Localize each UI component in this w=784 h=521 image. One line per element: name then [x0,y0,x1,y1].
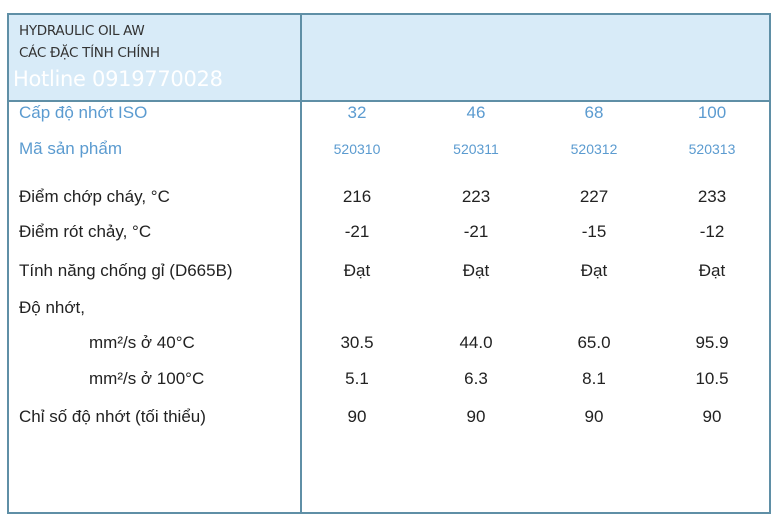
table-row: mm²/s ở 100°C 5.1 6.3 8.1 10.5 [9,369,769,393]
cell-value: 95.9 [695,333,729,352]
row-label: Chỉ số độ nhớt (tối thiểu) [19,407,206,426]
table-row: Điểm rót chảy, °C -21 -21 -15 -12 [9,222,769,246]
cell-value: -12 [699,222,725,241]
cell-value: Đạt [698,261,726,280]
cell-value: 32 [347,103,367,122]
row-label: Cấp độ nhớt ISO [19,103,148,122]
cell-value: 5.1 [345,369,369,388]
table-row: Độ nhớt, [9,298,769,322]
table-header: HYDRAULIC OIL AW CÁC ĐẶC TÍNH CHÍNH [9,15,769,102]
cell-value: 6.3 [464,369,488,388]
cell-value: Đạt [462,261,490,280]
cell-value: 90 [347,407,367,426]
table-row: Cấp độ nhớt ISO 32 46 68 100 [9,103,769,127]
table-row: Tính năng chống gỉ (D665B) Đạt Đạt Đạt Đạt [9,261,769,285]
cell-value: -21 [463,222,489,241]
cell-value: 90 [584,407,604,426]
row-label: Điểm chớp cháy, °C [19,187,170,206]
cell-value: 46 [466,103,486,122]
cell-value: 216 [342,187,372,206]
cell-value: 68 [584,103,604,122]
cell-value: 233 [697,187,727,206]
row-label: Mã sản phẩm [19,139,122,158]
cell-value: Đạt [343,261,371,280]
cell-value: 520313 [688,141,736,157]
table-row: mm²/s ở 40°C 30.5 44.0 65.0 95.9 [9,333,769,357]
column-divider [300,15,302,512]
cell-value: 8.1 [582,369,606,388]
row-label: mm²/s ở 40°C [89,333,195,352]
cell-value: 223 [461,187,491,206]
cell-value: 30.5 [340,333,374,352]
cell-value: 90 [702,407,722,426]
cell-value: 90 [466,407,486,426]
cell-value: 520312 [570,141,618,157]
row-label: Điểm rót chảy, °C [19,222,152,241]
table-row: Điểm chớp cháy, °C 216 223 227 233 [9,187,769,211]
watermark: Hotline 0919770028 [13,67,223,91]
cell-value: Đạt [580,261,608,280]
cell-value: 227 [579,187,609,206]
row-label: Tính năng chống gỉ (D665B) [19,261,233,280]
cell-value: -21 [344,222,370,241]
cell-value: 520311 [453,141,499,157]
cell-value: 10.5 [695,369,729,388]
table-row: Mã sản phẩm 520310 520311 520312 520313 [9,139,769,163]
spec-table: HYDRAULIC OIL AW CÁC ĐẶC TÍNH CHÍNH Cấp … [7,13,771,514]
row-label: mm²/s ở 100°C [89,369,205,388]
cell-value: -15 [581,222,607,241]
section-title: CÁC ĐẶC TÍNH CHÍNH [19,45,160,61]
cell-value: 100 [697,103,727,122]
table-row: Chỉ số độ nhớt (tối thiểu) 90 90 90 90 [9,407,769,431]
cell-value: 44.0 [459,333,493,352]
cell-value: 65.0 [577,333,611,352]
cell-value: 520310 [333,141,381,157]
product-title: HYDRAULIC OIL AW [19,23,145,39]
row-label: Độ nhớt, [19,298,85,317]
